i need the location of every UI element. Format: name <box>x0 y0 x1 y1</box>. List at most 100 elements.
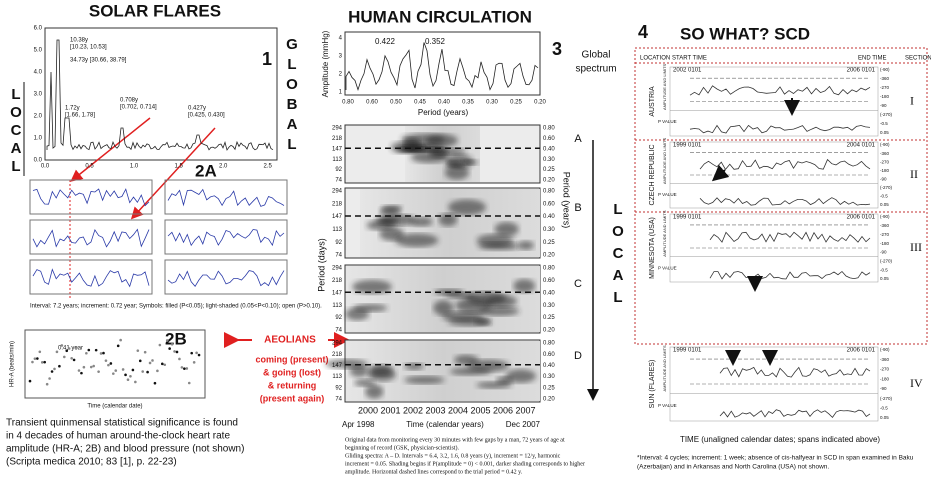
vertical-letter: G <box>286 36 298 53</box>
start-time: 1999 0101 <box>673 215 702 221</box>
annotation: 0.41 year <box>58 346 83 352</box>
peak-label: 10.38y <box>70 38 88 44</box>
dot <box>158 343 162 347</box>
aeolians-line: coming (present) <box>255 354 328 364</box>
y2-tick-label: 0.30 <box>543 227 555 233</box>
axis-label: TIME (unaligned calendar dates; spans in… <box>680 435 880 444</box>
x-tick-label: 2003 <box>425 405 445 415</box>
dot <box>102 351 105 355</box>
tick-label: -270 <box>880 232 890 237</box>
y-tick-label: 147 <box>332 363 343 369</box>
tick-label: -90 <box>880 250 887 255</box>
peak-label: [1.66, 1.78] <box>65 113 95 119</box>
y2-tick-label: 0.40 <box>543 363 555 369</box>
panel-letter: B <box>574 202 581 214</box>
vertical-letter: B <box>287 96 298 113</box>
x-tick-label: 2.0 <box>219 164 228 170</box>
axis-label: Time (calendar date) <box>87 404 142 410</box>
dot <box>63 355 66 359</box>
dot <box>136 349 140 352</box>
dot <box>107 363 110 367</box>
dot <box>82 365 86 369</box>
tick-label: -90 <box>880 103 887 108</box>
y-tick-label: 74 <box>335 328 342 334</box>
tick-label: -180 <box>880 376 890 381</box>
y-tick-label: 113 <box>332 374 342 380</box>
y-tick-label: 294 <box>332 126 343 132</box>
dot <box>33 357 37 360</box>
peak-label: 0.708y <box>120 98 138 104</box>
plot-frame <box>669 141 879 209</box>
caption-line: increment = 0.05. Shading begins if P(am… <box>345 460 585 467</box>
y-tick-label: 74 <box>335 253 342 259</box>
end-time: 2006 0101 <box>847 215 876 221</box>
heatmap-blob <box>505 369 537 383</box>
heatmap-blob <box>448 199 487 216</box>
dot <box>112 372 115 375</box>
dot <box>173 350 176 353</box>
end-time: 2006 0101 <box>847 68 876 74</box>
date-label: Apr 1998 <box>342 420 375 429</box>
heatmap-blob <box>375 216 399 225</box>
dot <box>165 339 169 342</box>
dot <box>187 381 191 385</box>
x-tick-label: 0.45 <box>414 100 426 106</box>
heatmap-blob <box>462 159 479 166</box>
x-tick-label: 2000 <box>358 405 378 415</box>
y2-tick-label: 0.20 <box>543 253 555 259</box>
dot <box>40 361 44 364</box>
vertical-letter: L <box>287 136 296 153</box>
axis-label: AMPLITUDE AND LIMITS <box>662 210 667 257</box>
dot <box>45 382 49 386</box>
heatmap-blob <box>404 362 424 370</box>
mini-line <box>32 188 150 207</box>
vertical-letter: A <box>287 116 298 133</box>
vertical-letter: L <box>11 158 20 175</box>
tick-label: 0.05 <box>880 276 889 281</box>
peak-label: 34.73y [30.66, 38.79] <box>70 58 127 64</box>
dot <box>116 344 120 348</box>
heatmap-blob <box>476 234 514 248</box>
y2-tick-label: 0.30 <box>543 374 555 380</box>
spectrum-frame <box>344 31 541 96</box>
y-tick-label: 113 <box>332 157 342 163</box>
dot <box>109 362 113 365</box>
tick-label: (-90) <box>880 67 890 72</box>
panel-letter: C <box>574 278 582 290</box>
dot <box>129 374 132 378</box>
dot <box>43 360 46 364</box>
y-tick-label: 5.0 <box>34 48 43 54</box>
caption-line: Gliding spectra: A – D. Intervals = 6.4,… <box>345 452 561 459</box>
plot-frame <box>669 213 879 283</box>
dot <box>97 370 100 373</box>
y2-tick-label: 0.30 <box>543 157 555 163</box>
y-tick-label: 147 <box>332 214 343 220</box>
dot <box>55 350 59 354</box>
vertical-letter: A <box>11 140 22 157</box>
axis-label: Amplitude (mmHg) <box>321 30 330 97</box>
x-tick-label: 2006 <box>493 405 513 415</box>
dot <box>85 351 88 355</box>
tick-label: 0.05 <box>880 415 889 420</box>
mini-chart <box>164 219 288 255</box>
heatmap-blob <box>365 384 384 399</box>
x-tick-label: 2005 <box>470 405 490 415</box>
tick-label: -180 <box>880 94 890 99</box>
footnote: Interval: 7.2 years; increment: 0.72 yea… <box>30 304 322 310</box>
y2-tick-label: 0.25 <box>543 385 555 391</box>
dot <box>92 364 95 368</box>
dot <box>192 361 196 364</box>
tick-label: -360 <box>880 151 890 156</box>
location: SUN (FLARES) <box>649 360 656 409</box>
y2-tick-label: 0.25 <box>543 240 555 246</box>
y-tick-label: 218 <box>332 201 343 207</box>
axis-label: P VALUE <box>658 192 677 197</box>
column-header: END TIME <box>858 56 887 62</box>
x-tick-label: 0.50 <box>390 100 402 106</box>
y2-tick-label: 0.30 <box>543 303 555 309</box>
peak-label: [10.23, 10.53] <box>70 45 107 51</box>
tick-label: -90 <box>880 176 887 181</box>
dot <box>151 359 154 362</box>
plot-frame <box>669 346 879 422</box>
